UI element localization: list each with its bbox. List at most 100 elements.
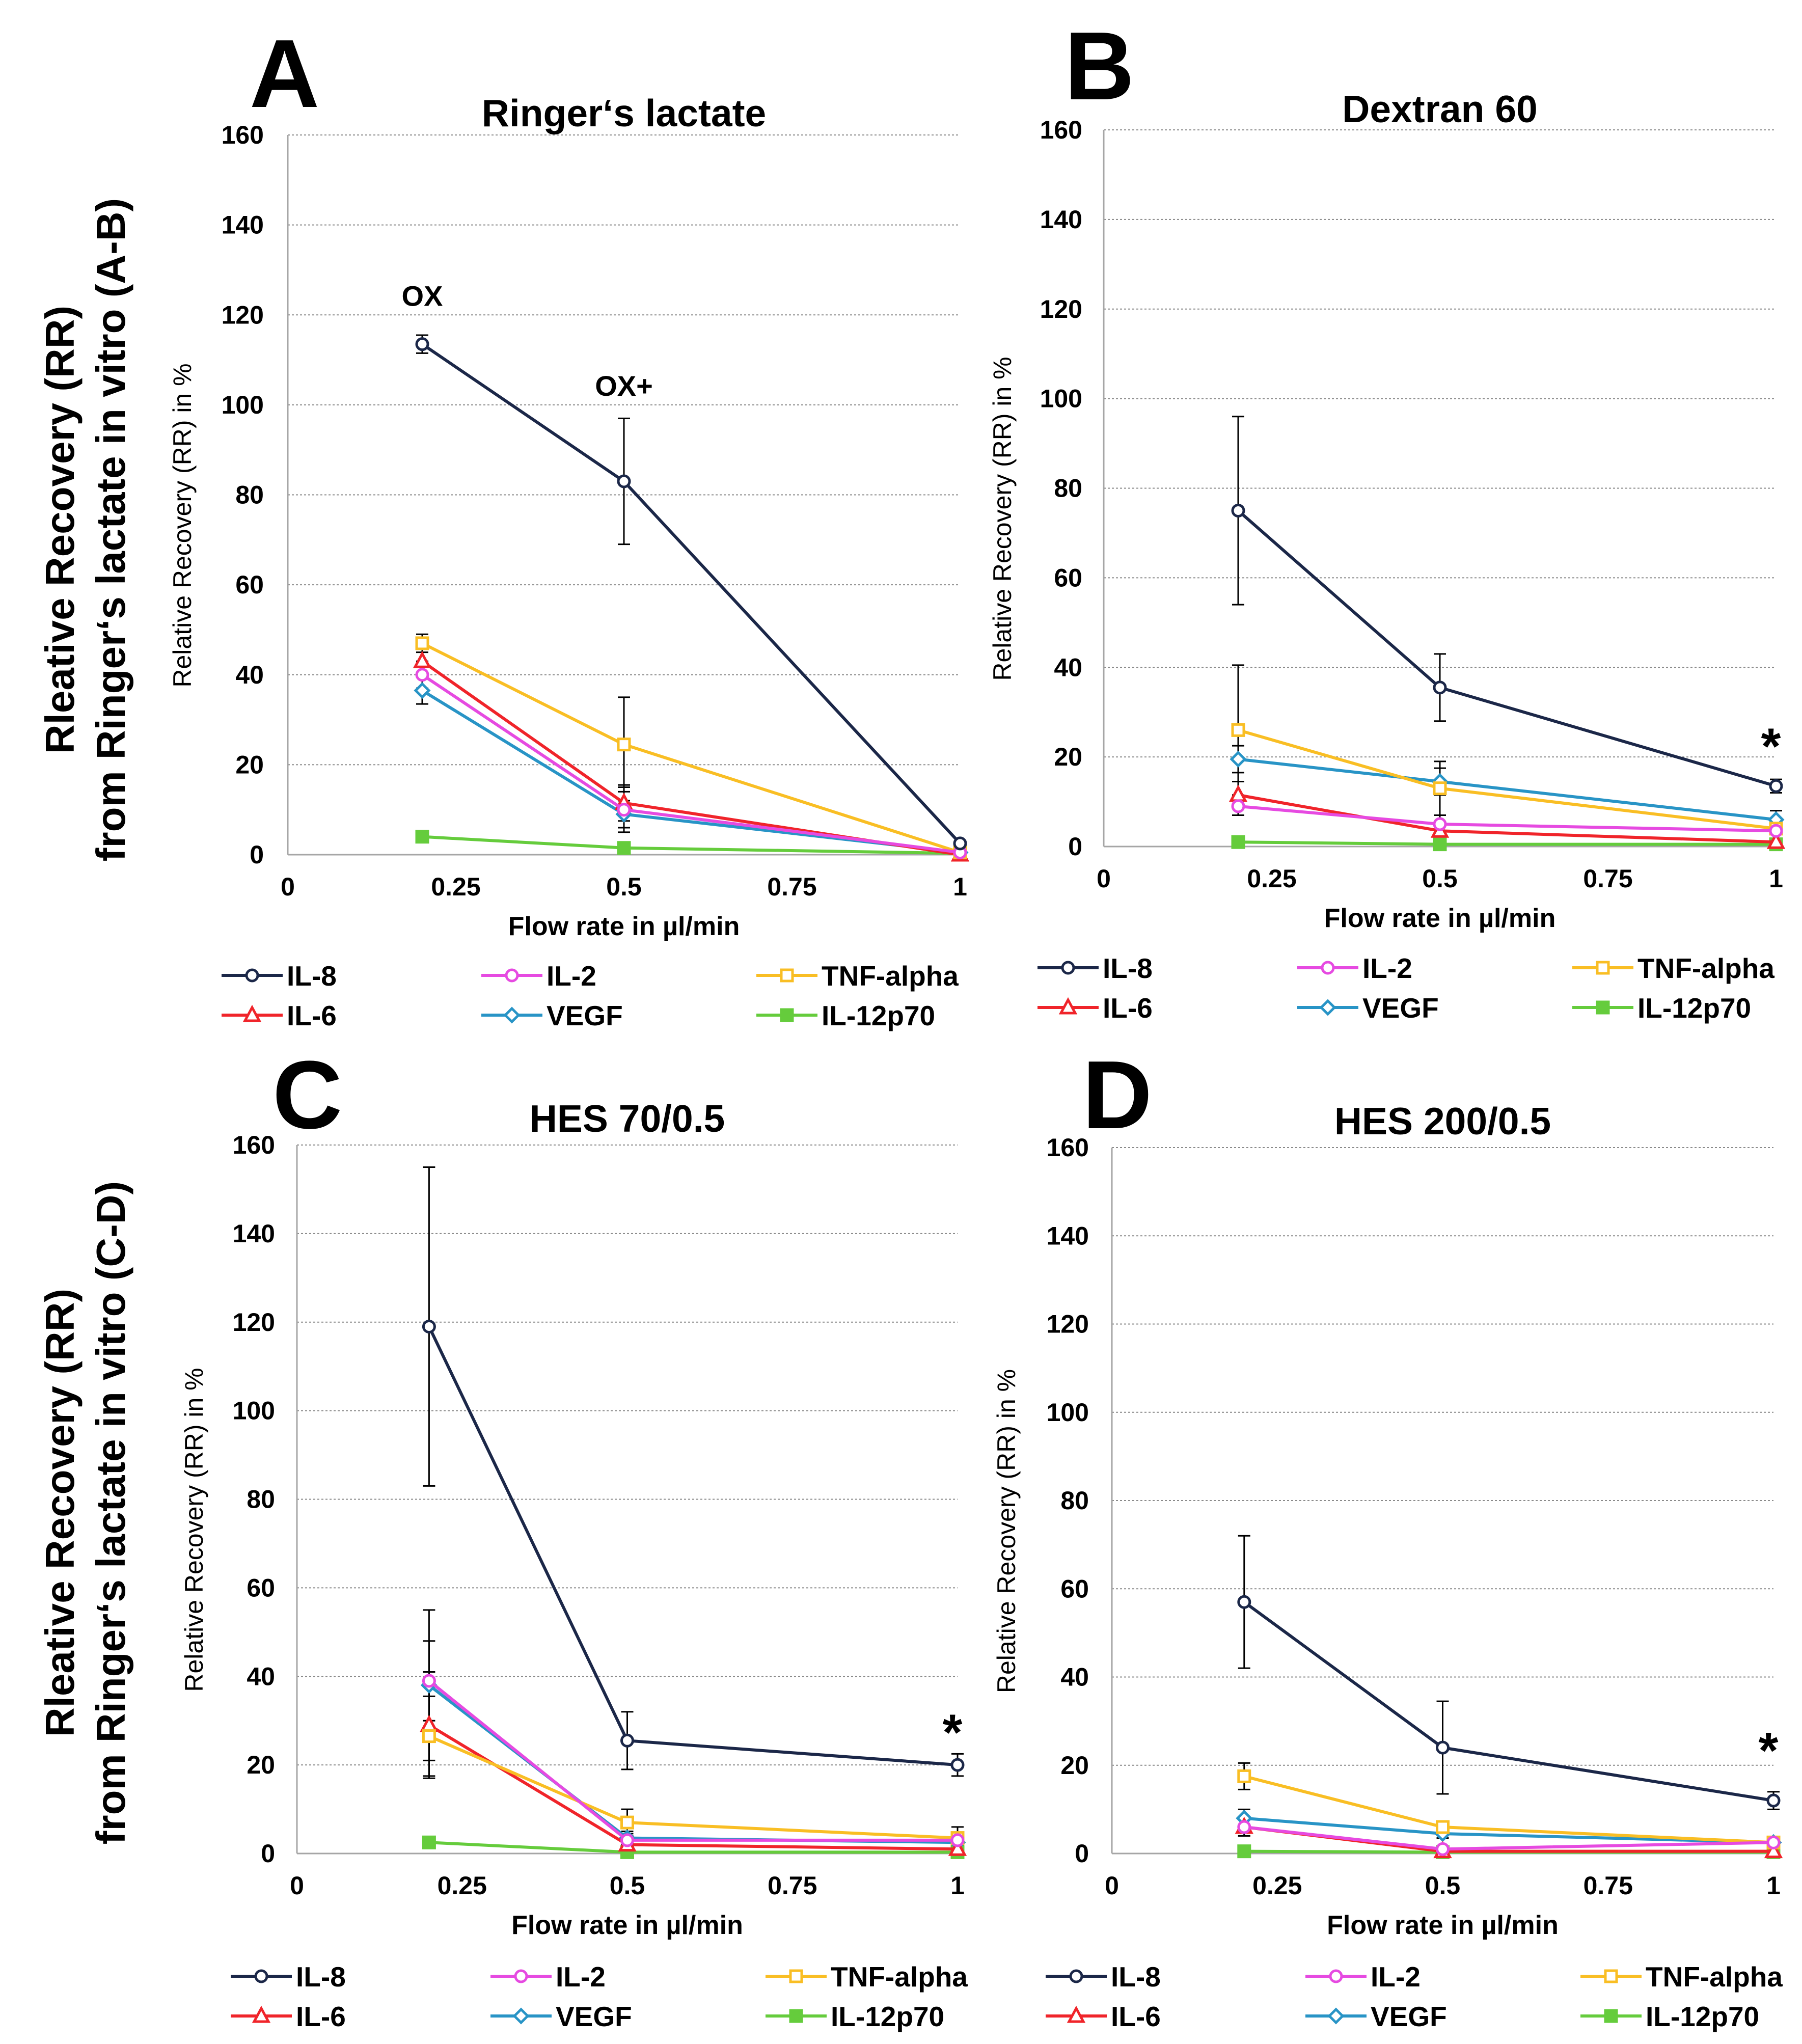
series-il-2 xyxy=(1237,1820,1781,1856)
x-tick-label: 0.25 xyxy=(431,873,480,901)
series-il-8 xyxy=(415,337,967,851)
y-tick-label: 0 xyxy=(1068,832,1082,861)
y-tick-label: 160 xyxy=(222,121,264,149)
series-il-2 xyxy=(415,668,967,860)
legend-item-il-12p70: IL-12p70 xyxy=(1580,2001,1759,2032)
data-point xyxy=(422,1729,436,1743)
legend-marker xyxy=(254,1969,268,1983)
legend-label: IL-8 xyxy=(1103,952,1153,984)
panel-c: C HES 70/0.5 0 20 40 60 80 100 120 140 160 0 0.25 0.5… xyxy=(180,1041,968,2032)
significance-star: * xyxy=(943,1704,963,1761)
x-tick-label: 1 xyxy=(1769,864,1783,893)
legend-item-il-6: IL-6 xyxy=(231,2001,346,2032)
data-point xyxy=(950,1758,965,1772)
y-tick-label: 60 xyxy=(247,1573,275,1602)
series-line xyxy=(1237,509,1777,788)
y-tick-label: 100 xyxy=(1040,385,1082,413)
y-tick-label: 60 xyxy=(1054,563,1082,592)
data-point xyxy=(1766,1835,1781,1849)
x-tick-label: 0 xyxy=(1105,1871,1119,1900)
significance-star: * xyxy=(1761,718,1781,775)
y-tick-label: 0 xyxy=(1075,1839,1089,1868)
legend-marker xyxy=(1058,997,1078,1015)
data-point xyxy=(1766,1793,1781,1808)
data-point xyxy=(1433,680,1447,695)
data-point xyxy=(1230,750,1247,768)
legend-label: TNF-alpha xyxy=(1646,1961,1783,1993)
series-line xyxy=(421,689,961,854)
legend-label: IL-8 xyxy=(1111,1961,1161,1993)
legend-item-vegf: VEGF xyxy=(481,1000,623,1031)
y-tick-label: 40 xyxy=(1054,653,1082,682)
legend-item-il-2: IL-2 xyxy=(1297,952,1412,984)
y-tick-label: 120 xyxy=(1040,295,1082,323)
x-tick-label: 1 xyxy=(1766,1871,1781,1900)
panel-d: D HES 200/0.5 0 20 40 60 80 100 120 140 160 0 0.25 0.… xyxy=(992,1041,1783,2032)
y-axis-label: Relative Recovery (RR) in % xyxy=(180,1368,208,1692)
x-axis-label: Flow rate in µl/min xyxy=(1327,1911,1559,1940)
legend-item-tnf-alpha: TNF-alpha xyxy=(1580,1961,1783,1993)
legend-marker xyxy=(1061,961,1075,975)
significance-star: * xyxy=(1759,1722,1779,1779)
x-tick-label: 1 xyxy=(953,873,967,901)
x-tick-label: 0.75 xyxy=(1583,864,1632,893)
y-tick-label: 160 xyxy=(1047,1133,1089,1162)
data-point xyxy=(413,650,432,668)
y-tick-label: 120 xyxy=(222,301,264,329)
legend-label: IL-12p70 xyxy=(1646,2001,1759,2032)
x-tick-label: 0.5 xyxy=(610,1871,645,1900)
legend-marker xyxy=(512,2007,530,2025)
legend-marker xyxy=(1596,1000,1610,1015)
x-axis-label: Flow rate in µl/min xyxy=(508,912,740,941)
x-axis-label: Flow rate in µl/min xyxy=(1324,904,1556,933)
legend-label: IL-6 xyxy=(1103,992,1153,1024)
data-point xyxy=(948,1839,967,1856)
data-point xyxy=(1766,831,1786,849)
side-label-top: Rleative Recovery (RR) from Ringer‘s lac… xyxy=(37,198,133,861)
legend-marker xyxy=(245,968,259,983)
legend-item-il-2: IL-2 xyxy=(481,960,596,992)
data-point xyxy=(420,1714,439,1732)
series-line xyxy=(1243,1600,1774,1803)
data-point xyxy=(620,1815,634,1830)
x-tick-label: 0 xyxy=(281,873,295,901)
series-line xyxy=(1238,840,1776,846)
legend-marker xyxy=(514,1969,528,1983)
legend-marker xyxy=(1327,2007,1345,2025)
x-tick-label: 0 xyxy=(1097,864,1111,893)
side-label-bottom-line2: from Ringer‘s lactate in vitro (C-D) xyxy=(88,1181,133,1844)
data-point xyxy=(1231,503,1245,517)
series-tnf-alpha xyxy=(1231,723,1783,836)
legend-item-vegf: VEGF xyxy=(1297,992,1439,1024)
data-point xyxy=(1436,1842,1450,1856)
y-tick-label: 0 xyxy=(250,840,264,869)
legend-item-il-6: IL-6 xyxy=(222,1000,337,1031)
chart-title: HES 70/0.5 xyxy=(530,1097,725,1140)
legend-item-il-12p70: IL-12p70 xyxy=(756,1000,935,1031)
legend-item-tnf-alpha: TNF-alpha xyxy=(766,1961,968,1993)
legend: IL-8 IL-2 TNF-alpha IL-6 VEGF IL-12p70 xyxy=(1046,1961,1783,2032)
y-axis-label: Relative Recovery (RR) in % xyxy=(992,1369,1021,1693)
legend-item-il-6: IL-6 xyxy=(1046,2001,1161,2032)
data-point xyxy=(950,1833,965,1847)
series-il-8 xyxy=(1231,503,1783,793)
y-tick-label: 40 xyxy=(1060,1663,1089,1692)
data-point xyxy=(415,668,429,682)
y-tick-label: 40 xyxy=(235,661,264,689)
y-tick-label: 160 xyxy=(1040,116,1082,144)
panel-letter: D xyxy=(1082,1041,1152,1149)
data-point xyxy=(1237,1595,1251,1609)
data-point xyxy=(1237,1820,1251,1834)
y-tick-label: 100 xyxy=(233,1397,275,1425)
data-point xyxy=(415,830,429,844)
data-point xyxy=(620,1733,634,1748)
panel-letter: C xyxy=(272,1041,342,1149)
y-tick-label: 140 xyxy=(222,211,264,239)
legend-label: IL-6 xyxy=(296,2001,346,2032)
x-tick-label: 0.25 xyxy=(1252,1871,1302,1900)
legend-marker xyxy=(780,968,794,983)
data-point xyxy=(617,738,631,752)
series-il-2 xyxy=(422,1674,965,1847)
legend-item-il-12p70: IL-12p70 xyxy=(766,2001,944,2032)
legend-label: IL-8 xyxy=(287,960,337,992)
